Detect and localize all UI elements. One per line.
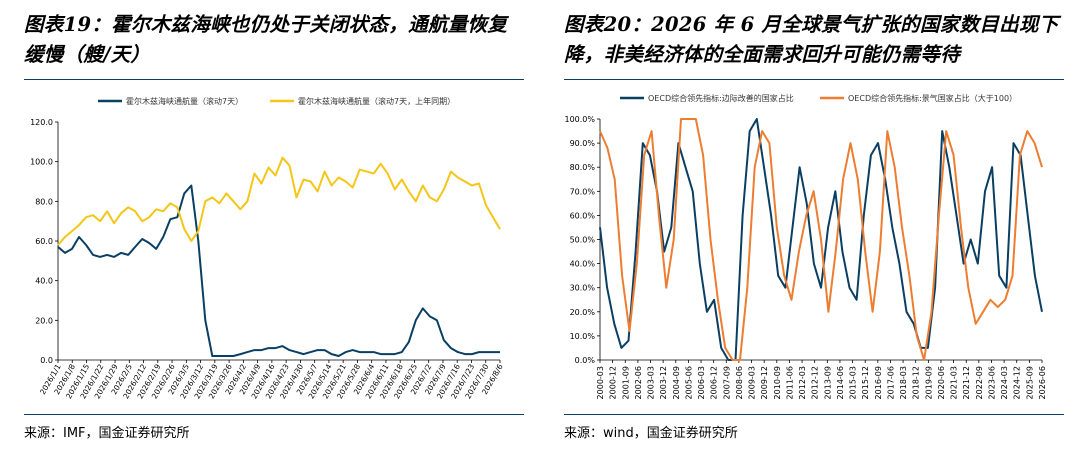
- series-line-2: [57, 156, 501, 246]
- series-line-1: [57, 184, 500, 357]
- x-tick-label: 2021-03: [950, 366, 959, 399]
- y-tick-label: 60.0: [35, 237, 53, 246]
- y-tick-label: 100.0%: [564, 115, 595, 124]
- series-line-2: [599, 118, 1043, 361]
- x-tick-label: 2006-12: [710, 366, 719, 399]
- title-line-2: 缓慢（艘/天）: [24, 43, 151, 66]
- y-tick-label: 20.0%: [570, 308, 596, 317]
- x-tick-label: 2006-03: [697, 366, 706, 399]
- x-tick-label: 2023-06: [987, 366, 996, 399]
- left-panel: 图表19：霍尔木兹海峡也仍处于关闭状态，通航量恢复 缓慢（艘/天） 0.0 20.…: [24, 10, 529, 441]
- x-tick-label: 2015-12: [861, 366, 870, 399]
- x-tick-label: 2012-12: [811, 366, 820, 399]
- x-tick-label: 2021-12: [962, 366, 971, 399]
- y-tick-label: 40.0%: [570, 260, 596, 269]
- x-tick-label: 2024-12: [1013, 366, 1022, 399]
- x-tick-label: 2004-09: [672, 366, 681, 399]
- x-tick-label: 2010-09: [773, 366, 782, 399]
- y-tick-label: 0.0%: [575, 356, 596, 365]
- right-panel: 图表20：2026 年 6 月全球景气扩张的国家数目出现下 降，非美经济体的全面…: [540, 0, 1080, 451]
- x-tick-label: 2020-06: [937, 366, 946, 399]
- y-tick-label: 50.0%: [570, 236, 596, 245]
- x-tick-label: 2008-06: [735, 366, 744, 399]
- x-tick-label: 2025-09: [1025, 366, 1034, 399]
- source-note: 来源：IMF，国金证券研究所: [24, 426, 190, 441]
- x-tick-label: 2001-09: [621, 366, 630, 399]
- legend-label: OECD综合领先指标:景气国家占比（大于100）: [848, 93, 1017, 103]
- x-tick-label: 2009-03: [748, 366, 757, 399]
- x-tick-label: 2019-09: [924, 366, 933, 399]
- y-tick-label: 60.0%: [570, 211, 596, 220]
- x-tick-label: 2014-06: [836, 366, 845, 399]
- bottom-rule: [564, 414, 1064, 415]
- y-tick-label: 40.0: [35, 277, 53, 286]
- title-line-1: 图表20：2026 年 6 月全球景气扩张的国家数目出现下: [564, 13, 1059, 36]
- x-tick-label: 2015-03: [849, 366, 858, 399]
- x-tick-label: 2000-03: [596, 366, 605, 399]
- x-tick-label: 2026-06: [1038, 366, 1047, 399]
- x-tick-label: 2011-06: [785, 366, 794, 399]
- source-note: 来源：wind，国金证券研究所: [564, 426, 738, 441]
- series-line-1: [599, 118, 1043, 361]
- legend-label: OECD综合领先指标:边际改善的国家占比: [648, 93, 794, 103]
- x-tick-label: 2005-06: [684, 366, 693, 399]
- title-line-2: 降，非美经济体的全面需求回升可能仍需等待: [564, 43, 961, 66]
- title-line-1: 图表19：霍尔木兹海峡也仍处于关闭状态，通航量恢复: [24, 13, 508, 36]
- top-rule: [564, 79, 1064, 80]
- x-tick-label: 2024-03: [1000, 366, 1009, 399]
- chart-title-right: 图表20：2026 年 6 月全球景气扩张的国家数目出现下 降，非美经济体的全面…: [564, 10, 1069, 70]
- oecd-line-chart: 0.0% 10.0% 20.0% 30.0% 40.0% 50.0% 60.0% 70.0% 8…: [564, 93, 1047, 399]
- legend-label: 霍尔木兹海峡通航量（滚动7天，上年同期）: [298, 96, 455, 106]
- x-tick-label: 2022-09: [975, 366, 984, 399]
- x-tick-label: 2007-09: [722, 366, 731, 399]
- x-tick-label: 2012-03: [798, 366, 807, 399]
- bottom-rule: [24, 414, 524, 415]
- x-tick-label: 2018-12: [912, 366, 921, 399]
- y-tick-label: 80.0: [35, 197, 53, 206]
- y-tick-label: 20.0: [35, 316, 53, 325]
- x-tick-label: 2016-09: [874, 366, 883, 399]
- x-tick-label: 2009-12: [760, 366, 769, 399]
- x-tick-label: 2002-06: [634, 366, 643, 399]
- y-tick-label: 0.0: [40, 356, 53, 365]
- legend-label: 霍尔木兹海峡通航量（滚动7天）: [126, 96, 243, 106]
- x-tick-label: 2013-09: [823, 366, 832, 399]
- hormuz-line-chart: 0.020.040.060.080.0100.0120.02026/1/1202…: [30, 96, 505, 400]
- y-tick-label: 90.0%: [570, 139, 596, 148]
- x-tick-label: 2000-12: [609, 366, 618, 399]
- top-rule: [24, 79, 524, 80]
- x-tick-label: 2003-03: [647, 366, 656, 399]
- x-tick-label: 2003-12: [659, 366, 668, 399]
- y-tick-label: 30.0%: [570, 284, 596, 293]
- y-tick-label: 120.0: [30, 118, 53, 127]
- chart-title-left: 图表19：霍尔木兹海峡也仍处于关闭状态，通航量恢复 缓慢（艘/天）: [24, 10, 529, 70]
- y-tick-label: 70.0%: [570, 187, 596, 196]
- x-tick-label: 2017-06: [886, 366, 895, 399]
- y-tick-label: 10.0%: [570, 332, 596, 341]
- y-tick-label: 80.0%: [570, 163, 596, 172]
- x-tick-label: 2018-03: [899, 366, 908, 399]
- y-tick-label: 100.0: [30, 158, 53, 167]
